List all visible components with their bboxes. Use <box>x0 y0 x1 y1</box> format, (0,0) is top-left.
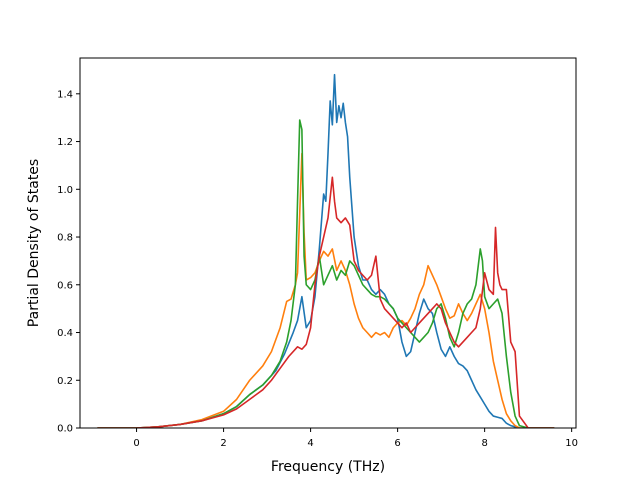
x-axis-label: Frequency (THz) <box>271 459 385 475</box>
x-tick-label: 0 <box>133 438 139 449</box>
y-axis: 0.0 0.2 0.4 0.6 0.8 1.0 1.2 1.4 <box>57 89 80 435</box>
y-tick-label: 1.2 <box>57 137 73 148</box>
x-tick-label: 8 <box>481 438 487 449</box>
x-tick-label: 6 <box>394 438 400 449</box>
x-tick-label: 2 <box>220 438 226 449</box>
x-tick-label: 10 <box>565 438 578 449</box>
y-tick-label: 1.0 <box>57 185 73 196</box>
y-tick-label: 0.6 <box>57 280 73 291</box>
x-axis: 0 2 4 6 8 10 <box>133 428 578 449</box>
plot-area <box>97 73 555 428</box>
y-axis-label: Partial Density of States <box>26 159 42 327</box>
y-tick-label: 0.4 <box>57 328 73 339</box>
series-line-4 <box>97 176 555 428</box>
y-tick-label: 1.4 <box>57 89 73 100</box>
y-tick-label: 0.0 <box>57 424 73 435</box>
y-tick-label: 0.8 <box>57 233 73 244</box>
series-layer <box>97 73 555 428</box>
plot-frame <box>79 57 577 429</box>
x-tick-label: 4 <box>307 438 313 449</box>
series-line-1 <box>97 73 555 428</box>
y-tick-label: 0.2 <box>57 376 73 387</box>
series-line-2 <box>97 152 555 428</box>
